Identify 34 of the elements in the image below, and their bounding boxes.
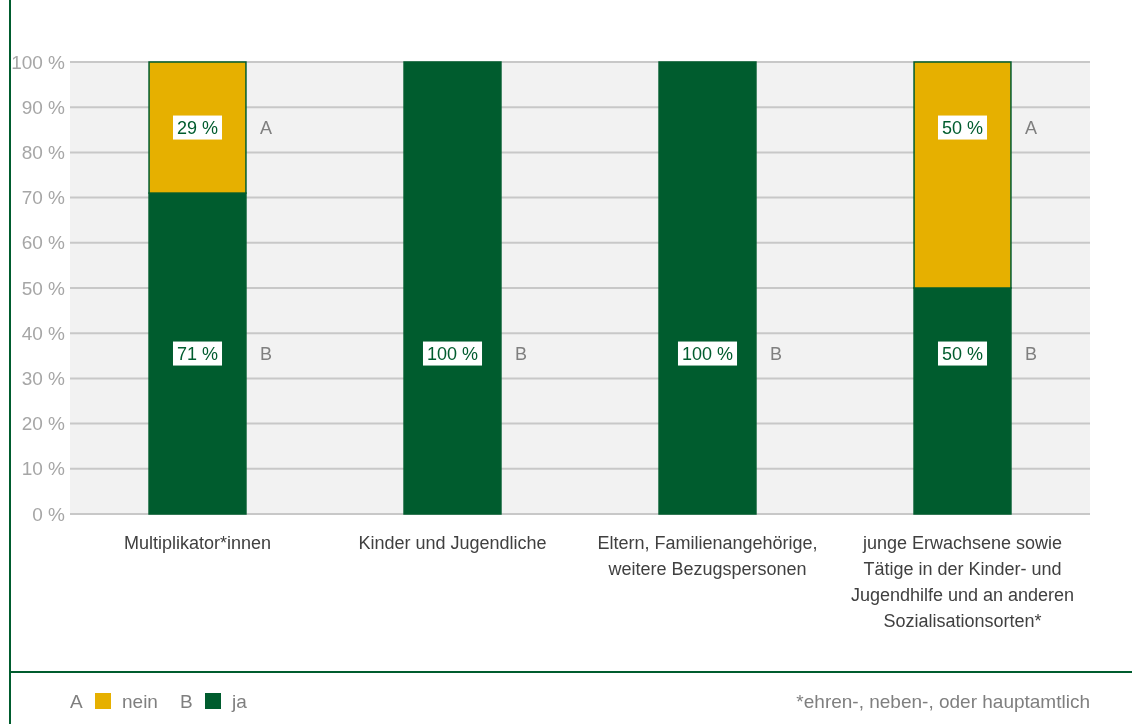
text: B xyxy=(514,343,527,364)
y-tick-label: 60 % xyxy=(21,232,66,254)
x-tick-label: Eltern, Familienangehörige, weitere Bezugspersonen xyxy=(597,533,818,579)
y-tick-label: 20 % xyxy=(21,413,66,435)
bar xyxy=(658,61,757,515)
annotation: B xyxy=(259,343,272,364)
text: B xyxy=(769,343,782,364)
y-tick-label: 10 % xyxy=(21,458,66,480)
y-tick-label: 80 % xyxy=(21,142,66,164)
x-tick-label: junge Erwachsene sowie Tätige in der Kinder- und Jugendhilfe und an anderen Sozialisationsorten* xyxy=(850,533,1075,631)
data-label: 100 % xyxy=(426,343,479,364)
y-tick-label: 100 % xyxy=(11,51,66,73)
bar xyxy=(403,61,502,515)
legend-label: ja xyxy=(231,690,248,712)
text: *ehren-, neben-, oder hauptamtlich xyxy=(796,690,1090,712)
y-tick-label: 0 % xyxy=(32,503,66,525)
data-label: 50 % xyxy=(941,117,984,138)
x-tick-label: Kinder und Jugendliche xyxy=(358,533,547,553)
data-label: 50 % xyxy=(941,343,984,364)
x-tick-label: Multiplikator*innen xyxy=(123,533,272,553)
annotation: A xyxy=(259,117,272,138)
text: A xyxy=(1024,117,1037,138)
data-label: 71 % xyxy=(176,343,219,364)
y-tick-label: 40 % xyxy=(21,322,66,344)
text: B xyxy=(180,690,193,712)
y-tick-label: 90 % xyxy=(21,96,66,118)
legend-label: nein xyxy=(122,690,158,712)
text: B xyxy=(1024,343,1037,364)
y-tick-label: 70 % xyxy=(21,187,66,209)
y-tick-label: 50 % xyxy=(21,277,66,299)
data-label: 100 % xyxy=(681,343,734,364)
text: A xyxy=(70,690,83,712)
y-tick-label: 30 % xyxy=(21,368,66,390)
data-label: 29 % xyxy=(176,117,219,138)
